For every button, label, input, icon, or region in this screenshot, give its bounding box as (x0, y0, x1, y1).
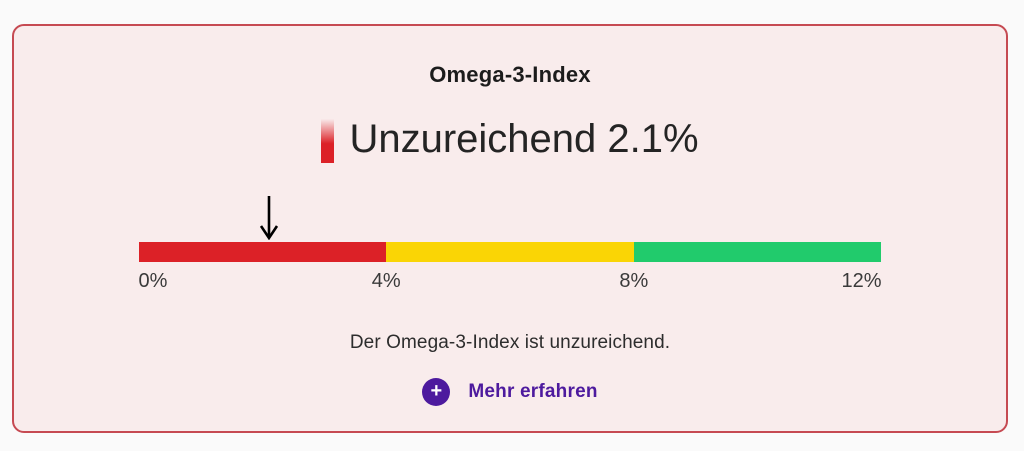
status-value-text: Unzureichend 2.1% (349, 117, 699, 161)
omega3-index-card: Omega-3-Index Unzureichend 2.1% 0% 4% 8% (12, 24, 1008, 433)
status-gradient-marker-icon (321, 117, 335, 163)
tick-label-8: 8% (619, 270, 649, 292)
mehr-erfahren-button[interactable]: + Mehr erfahren (422, 378, 597, 406)
plus-icon[interactable]: + (422, 378, 451, 406)
gauge-segment-yellow (386, 242, 634, 262)
status-row: Unzureichend 2.1% (321, 114, 699, 164)
tick-label-12: 12% (841, 270, 882, 292)
gauge-segment-green (633, 242, 882, 262)
gauge-caption: Der Omega-3-Index ist unzureichend. (349, 332, 671, 353)
gauge-segment-red (138, 242, 387, 262)
gauge-bar (138, 242, 882, 262)
gauge-marker-track (139, 194, 882, 242)
tick-label-0: 0% (138, 270, 168, 292)
card-title: Omega-3-Index (429, 62, 591, 87)
omega3-gauge: 0% 4% 8% 12% (138, 194, 882, 296)
mehr-erfahren-label[interactable]: Mehr erfahren (468, 381, 598, 402)
down-arrow-icon (259, 196, 278, 240)
tick-label-4: 4% (371, 270, 401, 292)
gauge-tick-labels: 0% 4% 8% 12% (139, 270, 882, 296)
